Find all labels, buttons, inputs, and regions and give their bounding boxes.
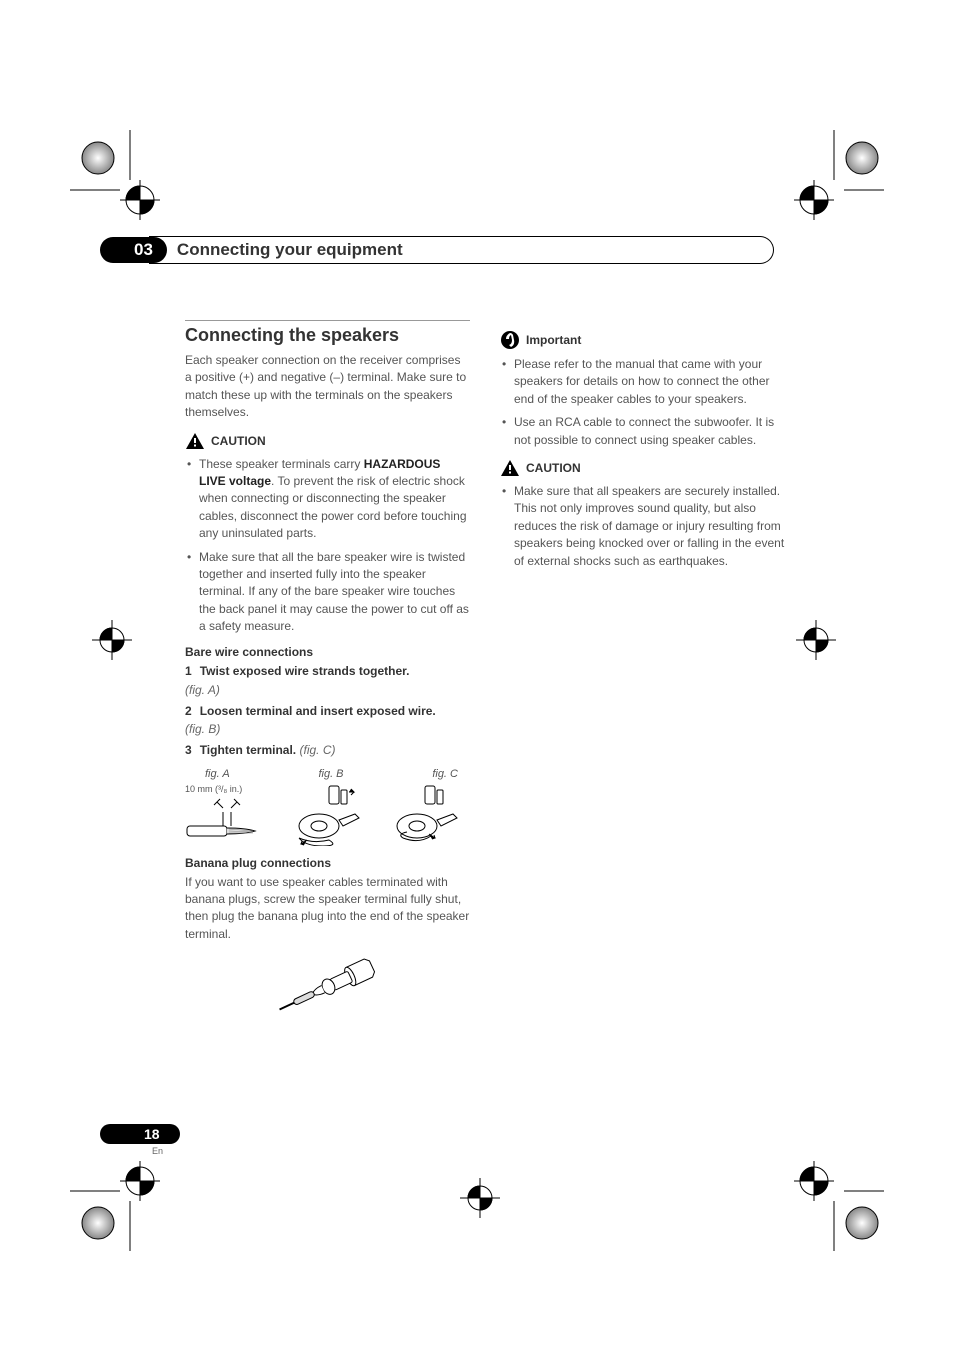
chapter-number: 03	[100, 237, 167, 263]
section-intro: Each speaker connection on the receiver …	[185, 352, 470, 422]
fig-ref-a: (fig. A)	[185, 683, 470, 697]
section-title: Connecting the speakers	[185, 320, 470, 346]
fig-a-illustration	[185, 798, 263, 844]
caution-triangle-icon	[500, 459, 520, 477]
important-bullet: Use an RCA cable to connect the subwoofe…	[500, 414, 785, 449]
fig-label-b: fig. B	[318, 768, 343, 780]
caution-label-right: CAUTION	[526, 461, 581, 475]
fig-c-illustration	[389, 784, 461, 846]
caution-bullet: Make sure that all the bare speaker wire…	[185, 549, 470, 636]
banana-plug-heading: Banana plug connections	[185, 856, 470, 870]
caution-callout: CAUTION	[185, 432, 470, 450]
crop-mark-bl	[70, 1141, 180, 1251]
chapter-title: Connecting your equipment	[149, 236, 774, 264]
figure-labels-row: fig. A fig. B fig. C	[185, 768, 470, 780]
bare-wire-figures: 10 mm (³/₈ in.)	[185, 784, 470, 846]
crop-mark-tl	[70, 130, 180, 240]
page-language: En	[152, 1146, 180, 1156]
important-callout: Important	[500, 330, 785, 350]
reg-target-right	[796, 620, 836, 665]
important-bullet-list: Please refer to the manual that came wit…	[500, 356, 785, 449]
caution-bullet-right: Make sure that all speakers are securely…	[500, 483, 785, 570]
step-2: 2Loosen terminal and insert exposed wire…	[185, 703, 470, 720]
fig-ref-c: (fig. C)	[300, 743, 336, 757]
strip-dimension: 10 mm (³/₈ in.)	[185, 784, 242, 794]
page-number-badge: 18 En	[100, 1124, 180, 1156]
crop-mark-tr	[774, 130, 884, 240]
chapter-header: 03 Connecting your equipment	[100, 236, 774, 264]
fig-label-c: fig. C	[432, 768, 458, 780]
banana-plug-figure	[185, 953, 470, 1028]
caution-callout-right: CAUTION	[500, 459, 785, 477]
caution-triangle-icon	[185, 432, 205, 450]
important-bullet: Please refer to the manual that came wit…	[500, 356, 785, 408]
step-1: 1Twist exposed wire strands together.	[185, 663, 470, 680]
important-label: Important	[526, 333, 581, 347]
fig-ref-b: (fig. B)	[185, 722, 470, 736]
reg-target-left	[92, 620, 132, 665]
crop-mark-br	[774, 1141, 884, 1251]
banana-plug-body: If you want to use speaker cables termin…	[185, 874, 470, 944]
reg-target-bottom	[460, 1178, 500, 1223]
bare-wire-heading: Bare wire connections	[185, 645, 470, 659]
caution-bullet-list: These speaker terminals carry HAZARDOUS …	[185, 456, 470, 636]
step-3: 3Tighten terminal. (fig. C)	[185, 742, 470, 759]
caution-label: CAUTION	[211, 434, 266, 448]
caution-bullet-list-right: Make sure that all speakers are securely…	[500, 483, 785, 570]
fig-label-a: fig. A	[205, 768, 230, 780]
left-column: Connecting the speakers Each speaker con…	[185, 320, 470, 1036]
caution-bullet: These speaker terminals carry HAZARDOUS …	[185, 456, 470, 543]
page-content: Connecting the speakers Each speaker con…	[185, 320, 785, 1036]
right-column: Important Please refer to the manual tha…	[500, 320, 785, 1036]
info-circle-icon	[500, 330, 520, 350]
page-number: 18	[100, 1124, 180, 1144]
fig-b-illustration	[289, 784, 369, 846]
